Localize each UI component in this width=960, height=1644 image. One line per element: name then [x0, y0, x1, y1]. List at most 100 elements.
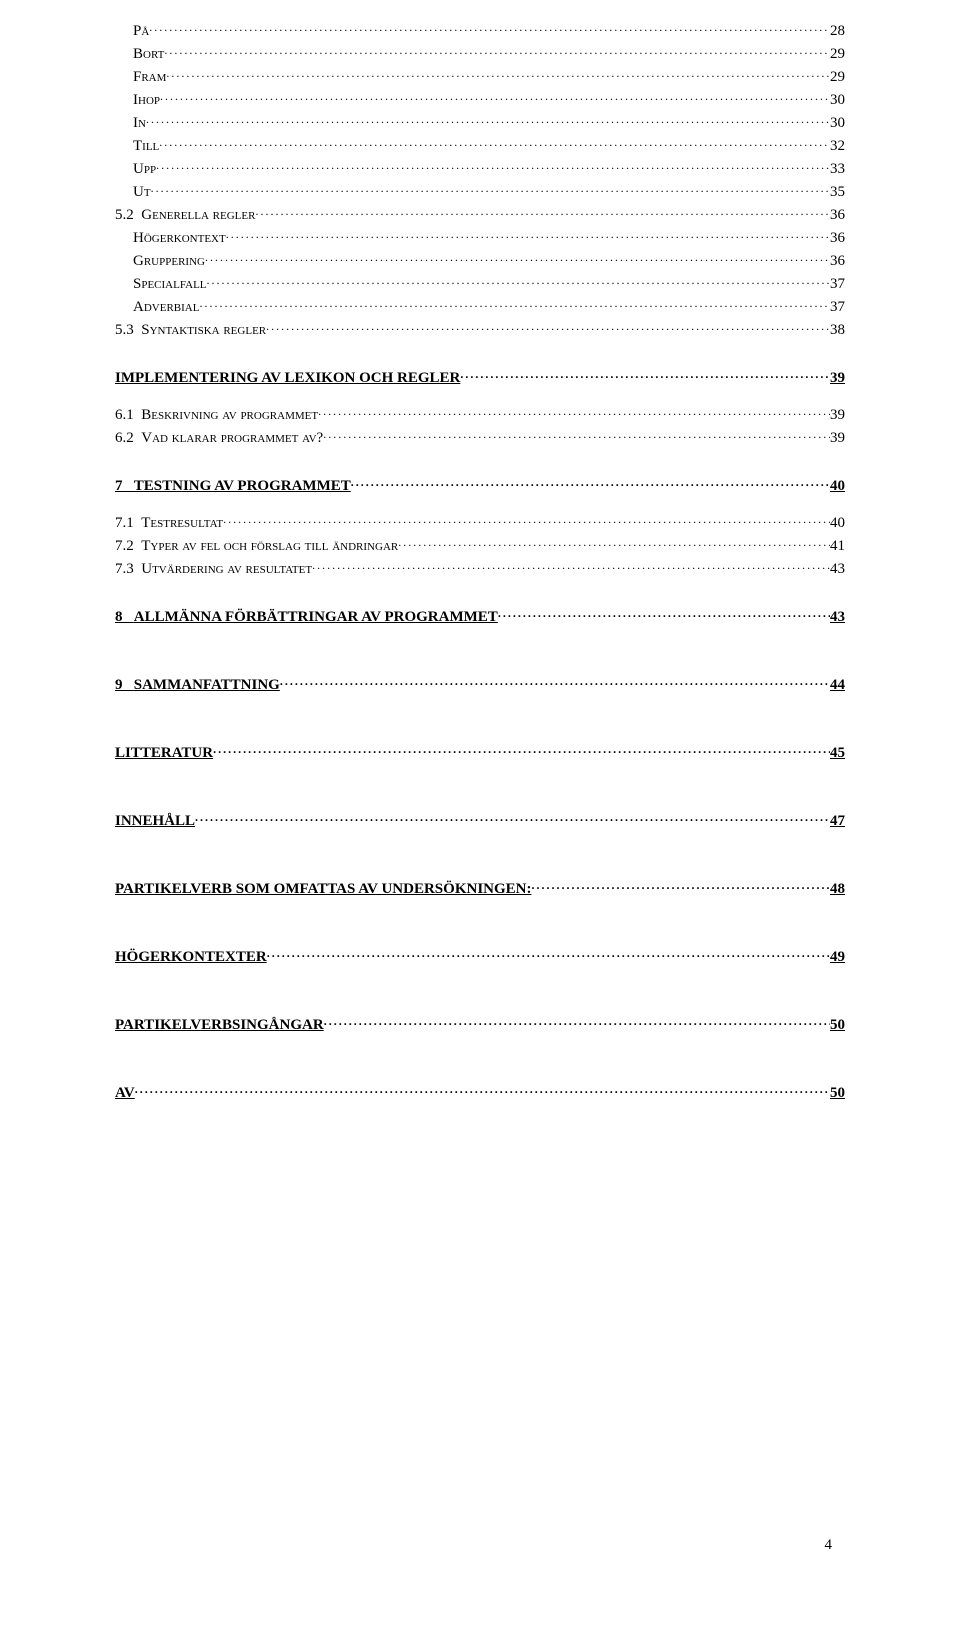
toc-entry: 5.3 Syntaktiska regler 38: [115, 319, 845, 339]
toc-entry-label: 6.2 Vad klarar programmet av?: [115, 430, 323, 447]
toc-entry-label: 7.1 Testresultat: [115, 515, 223, 532]
toc-entry-page: 28: [830, 23, 845, 40]
toc-entry: Specialfall 37: [115, 273, 845, 293]
toc-entry-label: 5.2 Generella regler: [115, 207, 255, 224]
toc-entry-page: 43: [830, 609, 845, 626]
toc-entry-label: AV: [115, 1085, 135, 1102]
toc-entry: På 28: [115, 20, 845, 40]
toc-leader-dots: [255, 204, 830, 219]
toc-entry-page: 37: [830, 276, 845, 293]
toc-entry-label: Gruppering: [133, 253, 205, 270]
toc-leader-dots: [531, 878, 830, 893]
toc-entry-label: Upp: [133, 161, 156, 178]
toc-entry-label: Adverbial: [133, 299, 199, 316]
toc-leader-dots: [160, 89, 830, 104]
toc-leader-dots: [205, 250, 830, 265]
toc-entry-number: 7.3: [115, 561, 134, 577]
toc-entry-text: Generella regler: [141, 207, 255, 223]
toc-entry: Upp 33: [115, 158, 845, 178]
toc-entry: Fram 29: [115, 66, 845, 86]
toc-entry-page: 37: [830, 299, 845, 316]
toc-leader-dots: [318, 404, 830, 419]
toc-entry-number: 6.2: [115, 430, 134, 446]
toc-entry-page: 43: [830, 561, 845, 578]
toc-entry-number: 8: [115, 609, 123, 625]
toc-entry: LITTERATUR 45: [115, 742, 845, 762]
toc-entry: Högerkontext 36: [115, 227, 845, 247]
toc-entry-number: 5.2: [115, 207, 134, 223]
toc-leader-dots: [156, 158, 830, 173]
toc-entry-page: 36: [830, 207, 845, 224]
toc-leader-dots: [324, 1014, 830, 1029]
toc-leader-dots: [164, 43, 830, 58]
toc-entry-label: 9 SAMMANFATTNING: [115, 677, 280, 694]
toc-entry-label: INNEHÅLL: [115, 813, 195, 830]
toc-entry-page: 44: [830, 677, 845, 694]
toc-entry-page: 33: [830, 161, 845, 178]
toc-leader-dots: [498, 606, 830, 621]
toc-entry: AV 50: [115, 1082, 845, 1102]
toc-entry-label: På: [133, 23, 149, 40]
toc-leader-dots: [213, 742, 830, 757]
toc-entry: HÖGERKONTEXTER 49: [115, 946, 845, 966]
toc-entry-page: 47: [830, 813, 845, 830]
toc-entry-label: Till: [133, 138, 159, 155]
toc-entry-label: 7.3 Utvärdering av resultatet: [115, 561, 312, 578]
toc-entry: 7.1 Testresultat 40: [115, 512, 845, 532]
toc-entry-page: 32: [830, 138, 845, 155]
toc-entry-label: Fram: [133, 69, 166, 86]
toc-entry-text: Syntaktiska regler: [141, 322, 266, 338]
toc-entry-page: 39: [830, 430, 845, 447]
toc-entry-page: 45: [830, 745, 845, 762]
toc-entry: 9 SAMMANFATTNING 44: [115, 674, 845, 694]
toc-entry-label: 7.2 Typer av fel och förslag till ändrin…: [115, 538, 398, 555]
table-of-contents: På 28Bort 29Fram 29Ihop 30In 30Till 32Up…: [115, 20, 845, 1102]
toc-entry-page: 29: [830, 69, 845, 86]
toc-leader-dots: [166, 66, 830, 81]
toc-entry-page: 38: [830, 322, 845, 339]
toc-entry-number: 7.2: [115, 538, 134, 554]
toc-leader-dots: [266, 319, 830, 334]
toc-entry-label: Ut: [133, 184, 151, 201]
toc-entry-page: 30: [830, 92, 845, 109]
toc-entry-label: Högerkontext: [133, 230, 226, 247]
toc-entry: Adverbial 37: [115, 296, 845, 316]
toc-leader-dots: [146, 112, 830, 127]
toc-entry-label: Ihop: [133, 92, 160, 109]
toc-entry-text: Beskrivning av programmet: [141, 407, 318, 423]
toc-leader-dots: [226, 227, 830, 242]
toc-leader-dots: [149, 20, 830, 35]
toc-leader-dots: [151, 181, 830, 196]
toc-entry-label: PARTIKELVERBSINGÅNGAR: [115, 1017, 324, 1034]
toc-entry-number: 7.1: [115, 515, 134, 531]
toc-entry-number: 9: [115, 677, 123, 693]
toc-entry-page: 39: [830, 370, 845, 387]
toc-entry: Till 32: [115, 135, 845, 155]
toc-entry-label: LITTERATUR: [115, 745, 213, 762]
toc-entry-label: IMPLEMENTERING AV LEXIKON OCH REGLER: [115, 370, 460, 387]
toc-leader-dots: [135, 1082, 830, 1097]
toc-entry-page: 39: [830, 407, 845, 424]
toc-leader-dots: [159, 135, 830, 150]
toc-leader-dots: [207, 273, 830, 288]
toc-entry-page: 50: [830, 1017, 845, 1034]
toc-entry-number: 6.1: [115, 407, 134, 423]
toc-leader-dots: [398, 535, 830, 550]
toc-entry: IMPLEMENTERING AV LEXIKON OCH REGLER 39: [115, 367, 845, 387]
toc-entry: PARTIKELVERBSINGÅNGAR 50: [115, 1014, 845, 1034]
toc-gap: [115, 498, 845, 512]
toc-entry-text: Utvärdering av resultatet: [141, 561, 312, 577]
toc-leader-dots: [312, 558, 830, 573]
toc-entry: 6.1 Beskrivning av programmet 39: [115, 404, 845, 424]
toc-leader-dots: [280, 674, 830, 689]
toc-entry-label: Bort: [133, 46, 164, 63]
toc-entry: 7 TESTNING AV PROGRAMMET 40: [115, 475, 845, 495]
toc-entry-page: 41: [830, 538, 845, 555]
toc-gap: [115, 390, 845, 404]
toc-entry: PARTIKELVERB SOM OMFATTAS AV UNDERSÖKNIN…: [115, 878, 845, 898]
toc-entry-label: HÖGERKONTEXTER: [115, 949, 267, 966]
toc-entry: Ihop 30: [115, 89, 845, 109]
toc-leader-dots: [199, 296, 830, 311]
toc-entry: Bort 29: [115, 43, 845, 63]
toc-entry-page: 36: [830, 253, 845, 270]
